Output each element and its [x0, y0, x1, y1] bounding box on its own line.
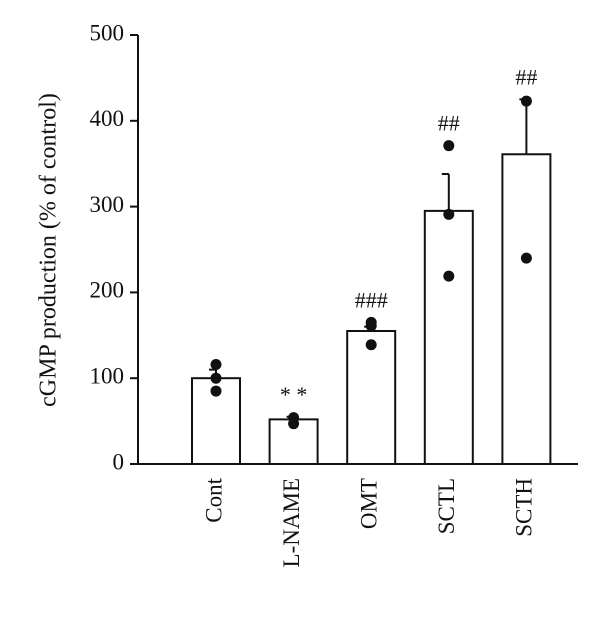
y-tick-label: 100 — [90, 363, 125, 388]
data-point — [365, 320, 377, 332]
data-point — [443, 140, 455, 152]
x-tick-label: SCTL — [434, 478, 459, 534]
data-point — [520, 252, 532, 264]
y-tick-label: 300 — [90, 192, 125, 217]
data-point — [520, 95, 532, 107]
bar — [423, 209, 474, 465]
significance-label: ### — [355, 287, 388, 312]
x-tick-label: SCTH — [512, 478, 537, 537]
x-tick-label: Cont — [201, 477, 226, 522]
bar — [346, 330, 397, 466]
data-point — [443, 208, 455, 220]
data-point — [210, 372, 222, 384]
y-tick-label: 400 — [90, 106, 125, 131]
significance-label: ## — [515, 64, 537, 89]
significance-label: * * — [280, 382, 308, 407]
data-point — [210, 385, 222, 397]
y-tick-label: 500 — [90, 20, 125, 45]
y-axis-label: cGMP production (% of control) — [36, 93, 62, 407]
significance-label: ## — [438, 111, 460, 136]
data-point — [365, 339, 377, 351]
data-point — [288, 418, 300, 430]
x-tick-label: L-NAME — [279, 478, 304, 567]
x-tick-label: OMT — [356, 478, 381, 529]
bar — [501, 153, 552, 465]
y-tick-label: 0 — [113, 449, 125, 474]
data-point — [210, 358, 222, 370]
y-tick-label: 200 — [90, 278, 125, 303]
data-point — [443, 270, 455, 282]
